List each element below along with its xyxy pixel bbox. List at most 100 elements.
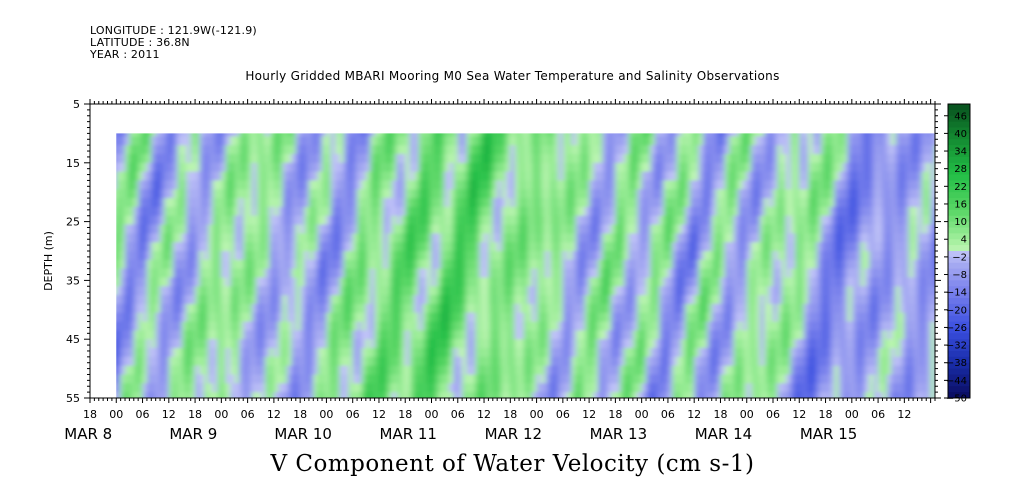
field-cell bbox=[681, 383, 687, 393]
field-cell bbox=[703, 242, 708, 252]
field-cell bbox=[160, 215, 166, 226]
field-cell bbox=[326, 312, 332, 323]
field-cell bbox=[125, 277, 130, 287]
field-cell bbox=[733, 242, 739, 252]
field-cell bbox=[120, 233, 126, 243]
field-cell bbox=[116, 295, 122, 305]
field-cell bbox=[313, 321, 319, 331]
field-cell bbox=[396, 356, 402, 367]
field-cell bbox=[488, 330, 494, 340]
field-cell bbox=[549, 136, 555, 146]
field-cell bbox=[453, 286, 459, 296]
field-cell bbox=[155, 330, 161, 340]
field-cell bbox=[300, 321, 306, 331]
field-cell bbox=[672, 259, 678, 270]
field-cell bbox=[541, 339, 546, 349]
field-cell bbox=[308, 136, 314, 146]
field-cell bbox=[427, 145, 433, 155]
field-cell bbox=[304, 383, 310, 393]
field-cell bbox=[440, 133, 446, 137]
field-cell bbox=[243, 259, 249, 270]
field-cell bbox=[641, 374, 647, 384]
field-cell bbox=[628, 312, 634, 323]
field-cell bbox=[335, 251, 341, 261]
field-cell bbox=[405, 392, 411, 398]
field-cell bbox=[628, 259, 634, 270]
field-cell bbox=[466, 189, 472, 199]
field-cell bbox=[396, 303, 402, 314]
field-cell bbox=[527, 321, 533, 331]
field-cell bbox=[195, 295, 201, 305]
field-cell bbox=[606, 374, 612, 384]
field-cell bbox=[322, 198, 327, 208]
field-cell bbox=[125, 295, 130, 305]
field-cell bbox=[646, 154, 651, 164]
field-cell bbox=[151, 392, 157, 398]
field-cell bbox=[366, 401, 371, 410]
field-cell bbox=[221, 162, 227, 173]
field-cell bbox=[523, 339, 529, 349]
field-cell bbox=[554, 374, 560, 384]
field-cell bbox=[589, 133, 595, 137]
field-cell bbox=[160, 198, 166, 208]
field-cell bbox=[615, 374, 621, 384]
field-cell bbox=[628, 321, 634, 331]
field-cell bbox=[541, 206, 546, 217]
field-cell bbox=[138, 233, 144, 243]
field-cell bbox=[431, 374, 437, 384]
field-cell bbox=[685, 206, 691, 217]
field-cell bbox=[269, 215, 275, 226]
field-cell bbox=[208, 365, 214, 376]
field-cell bbox=[199, 374, 205, 384]
field-cell bbox=[427, 348, 433, 358]
field-cell bbox=[650, 356, 656, 367]
field-cell bbox=[514, 215, 520, 226]
field-cell bbox=[151, 251, 157, 261]
field-cell bbox=[387, 330, 393, 340]
field-cell bbox=[514, 330, 520, 340]
field-cell bbox=[475, 348, 481, 358]
field-cell bbox=[116, 154, 122, 164]
field-cell bbox=[431, 356, 437, 367]
field-cell bbox=[348, 348, 354, 358]
field-cell bbox=[703, 312, 708, 323]
field-cell bbox=[751, 206, 757, 217]
field-cell bbox=[422, 133, 428, 137]
field-cell bbox=[164, 206, 170, 217]
field-cell bbox=[313, 286, 319, 296]
field-cell bbox=[445, 401, 450, 410]
field-cell bbox=[326, 145, 332, 155]
field-cell bbox=[637, 224, 643, 234]
field-cell bbox=[217, 312, 222, 323]
field-cell bbox=[365, 277, 371, 287]
field-cell bbox=[589, 356, 595, 367]
field-cell bbox=[177, 180, 183, 190]
field-cell bbox=[707, 162, 713, 173]
field-cell bbox=[479, 251, 485, 261]
field-cell bbox=[322, 133, 327, 137]
field-cell bbox=[116, 206, 117, 217]
field-cell bbox=[773, 259, 778, 270]
field-cell bbox=[330, 251, 336, 261]
field-cell bbox=[238, 286, 244, 296]
field-cell bbox=[650, 392, 656, 398]
field-cell bbox=[317, 303, 323, 314]
field-cell bbox=[247, 133, 253, 137]
field-cell bbox=[689, 356, 695, 367]
field-cell bbox=[536, 286, 542, 296]
field-cell bbox=[527, 286, 533, 296]
field-cell bbox=[374, 154, 380, 164]
field-cell bbox=[405, 189, 411, 199]
field-cell bbox=[414, 356, 419, 367]
field-cell bbox=[606, 392, 612, 398]
field-cell bbox=[742, 303, 748, 314]
field-cell bbox=[584, 251, 590, 261]
field-cell bbox=[453, 162, 459, 173]
field-cell bbox=[291, 189, 297, 199]
field-cell bbox=[759, 233, 765, 243]
field-cell bbox=[562, 392, 568, 398]
field-cell bbox=[637, 145, 643, 155]
field-cell bbox=[777, 303, 783, 314]
field-cell bbox=[449, 136, 454, 146]
field-cell bbox=[576, 136, 581, 146]
